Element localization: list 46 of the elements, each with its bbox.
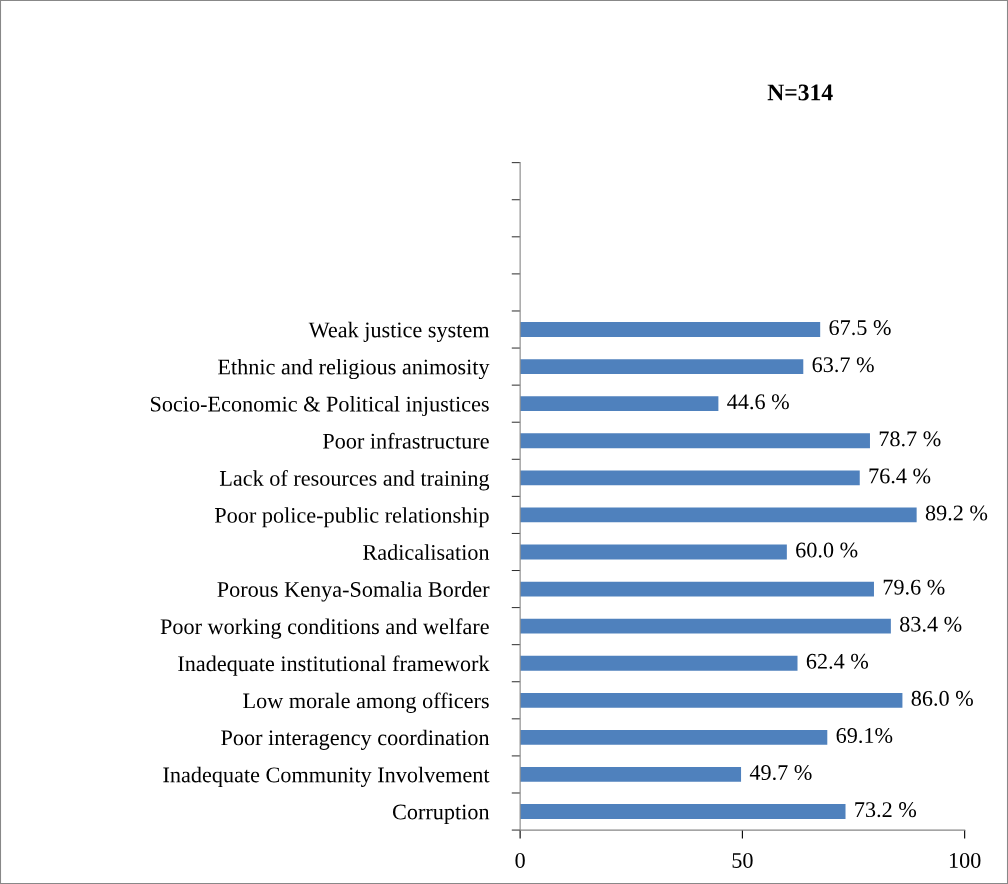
y-tick-label: Porous Kenya-Somalia Border [217, 581, 490, 602]
bar [520, 470, 860, 486]
data-label: 73.2 % [855, 802, 917, 818]
data-label: 44.6 % [727, 394, 789, 410]
y-tick-label: Ethnic and religious animosity [218, 358, 490, 380]
data-label: 76.4 % [869, 468, 931, 484]
bar [520, 655, 798, 671]
y-tick-label: Socio-Economic & Political injustices [150, 395, 489, 417]
y-tick-label: Low morale among officers [243, 692, 489, 713]
data-label: 60.0 % [796, 542, 858, 558]
bar [520, 581, 874, 597]
chart-title: N=314 [767, 84, 833, 101]
data-label: 63.7 % [812, 357, 874, 373]
x-tick-label: 50 [732, 852, 753, 868]
bar [520, 692, 903, 708]
y-tick-label: Inadequate institutional framework [178, 655, 490, 676]
data-label: 79.6 % [883, 579, 945, 595]
data-label: 86.0 % [911, 690, 973, 706]
y-tick-label: Poor police-public relationship [214, 507, 489, 528]
y-tick-label: Poor infrastructure [322, 432, 489, 449]
x-tick-label: 100 [949, 852, 981, 868]
bar [520, 507, 917, 523]
y-tick-label: Radicalisation [363, 544, 490, 560]
bar [520, 729, 828, 745]
y-tick-label: Poor interagency coordination [221, 729, 490, 750]
bar [520, 618, 891, 634]
y-tick-label: Inadequate Community Involvement [163, 766, 490, 787]
y-tick-label: Lack of resources and training [219, 470, 490, 491]
data-label: 67.5 % [829, 320, 891, 336]
data-label: 78.7 % [879, 431, 941, 447]
bar [520, 433, 870, 449]
bar [520, 359, 804, 375]
data-label: 83.4 % [900, 616, 962, 632]
bar [520, 804, 846, 819]
bar [520, 396, 719, 412]
y-tick-label: Corruption [392, 804, 490, 824]
y-tick-label: Weak justice system [308, 321, 490, 343]
data-label: 62.4 % [806, 653, 869, 669]
bar [520, 322, 821, 337]
bar [520, 767, 742, 782]
data-label: 49.7 % [749, 765, 812, 781]
y-tick-label: Poor working conditions and welfare [160, 618, 489, 639]
x-tick-label: 0 [515, 852, 525, 868]
data-label: 69.1% [836, 727, 893, 744]
bar [520, 544, 787, 560]
data-label: 89.2 % [925, 505, 988, 521]
